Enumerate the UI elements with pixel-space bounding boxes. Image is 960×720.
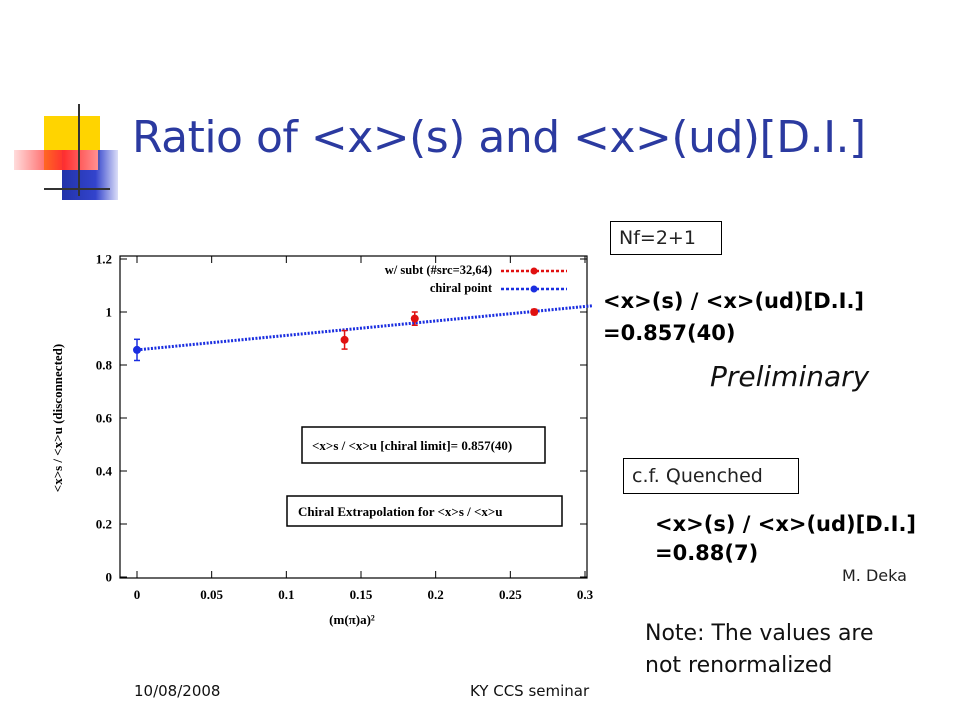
x-tick-label: 0.25 bbox=[499, 587, 522, 602]
y-tick-label: 1.2 bbox=[96, 252, 112, 267]
preliminary-label: Preliminary bbox=[710, 360, 870, 393]
annotation-box-2 bbox=[286, 495, 563, 527]
legend-marker-subt bbox=[530, 267, 538, 275]
y-tick-label: 0.6 bbox=[96, 411, 113, 426]
legend-label-subt: w/ subt (#src=32,64) bbox=[385, 263, 492, 277]
x-tick-label: 0.15 bbox=[350, 587, 373, 602]
note-line-2: not renormalized bbox=[645, 653, 833, 678]
nf-label-box: Nf=2+1 bbox=[610, 221, 722, 255]
legend: w/ subt (#src=32,64) chiral point bbox=[385, 263, 567, 295]
result-line-2: =0.857(40) bbox=[603, 321, 736, 345]
x-tick-label: 0.1 bbox=[278, 587, 294, 602]
fit-line bbox=[136, 304, 594, 352]
chart: 0 0.05 0.1 0.15 0.2 0.25 0.300.20.40.60.811.2 … bbox=[50, 252, 594, 628]
result-text: <x>(s) / <x>(ud)[D.I.] =0.857(40) bbox=[603, 285, 864, 349]
y-tick-label: 0.2 bbox=[96, 517, 112, 532]
note-text: Note: The values are not renormalized bbox=[645, 618, 874, 682]
legend-label-chiral: chiral point bbox=[430, 281, 493, 295]
footer-center: KY CCS seminar bbox=[470, 682, 590, 700]
x-tick-label: 0.2 bbox=[428, 587, 444, 602]
nf-label: Nf=2+1 bbox=[619, 227, 696, 249]
cf-label-box: c.f. Quenched bbox=[623, 458, 799, 494]
quenched-line-1: <x>(s) / <x>(ud)[D.I.] bbox=[655, 512, 917, 536]
slide-title: Ratio of <x>(s) and <x>(ud)[D.I.] bbox=[132, 112, 866, 163]
data-point bbox=[530, 308, 539, 316]
y-tick-label: 0.8 bbox=[96, 358, 113, 373]
x-axis-label: (m(π)a)² bbox=[329, 612, 375, 627]
x-tick-label: 0.3 bbox=[577, 587, 594, 602]
y-tick-label: 0.4 bbox=[96, 464, 113, 479]
legend-marker-chiral bbox=[530, 285, 538, 293]
citation: M. Deka bbox=[842, 566, 907, 585]
data-point bbox=[133, 345, 141, 354]
annotation-box-1 bbox=[301, 426, 546, 464]
x-tick-label: 0 bbox=[134, 587, 141, 602]
annotation-text-2: Chiral Extrapolation for <x>s / <x>u bbox=[298, 504, 503, 519]
deco-red-bar bbox=[14, 150, 98, 170]
note-line-1: Note: The values are bbox=[645, 621, 874, 646]
y-tick-label: 1 bbox=[106, 305, 113, 320]
data-point bbox=[340, 335, 349, 344]
deco-vertical-line bbox=[78, 104, 80, 196]
data-point bbox=[410, 314, 419, 323]
result-line-1: <x>(s) / <x>(ud)[D.I.] bbox=[603, 289, 865, 313]
y-tick-label: 0 bbox=[106, 570, 113, 585]
cf-label: c.f. Quenched bbox=[632, 465, 763, 487]
quenched-line-2: =0.88(7) bbox=[655, 541, 759, 565]
quenched-text: <x>(s) / <x>(ud)[D.I.] =0.88(7) bbox=[655, 510, 916, 568]
deco-horizontal-line bbox=[44, 188, 110, 190]
plot-frame bbox=[119, 255, 588, 579]
annotation-text-1: <x>s / <x>u [chiral limit]= 0.857(40) bbox=[312, 438, 512, 453]
footer-date: 10/08/2008 bbox=[134, 682, 221, 700]
x-tick-label: 0.05 bbox=[200, 587, 223, 602]
y-axis-label: <x>s / <x>u (disconnected) bbox=[50, 344, 65, 492]
